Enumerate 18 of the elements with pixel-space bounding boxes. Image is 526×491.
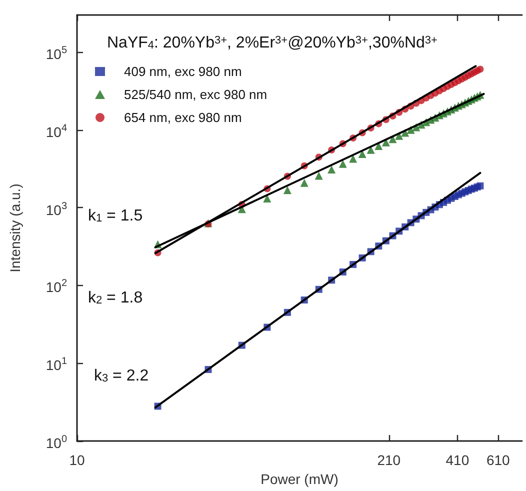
y-axis-title: Intensity (a.u.) <box>7 184 23 272</box>
y-tick-label: 10$^{1}$ <box>46 356 67 376</box>
x-tick-label: 210 <box>377 452 401 468</box>
y-tick-label: 10$^{2}$ <box>46 278 67 298</box>
annotation: k1 = 1.5 <box>88 208 143 224</box>
legend-label: 654 nm, exc 980 nm <box>124 110 242 125</box>
x-axis-title: Power (mW) <box>260 470 338 487</box>
legend-label: 525/540 nm, exc 980 nm <box>124 87 268 102</box>
x-tick-label: 610 <box>486 452 510 468</box>
annotation: k3 = 2.2 <box>94 368 149 384</box>
x-tick-label: 410 <box>446 452 470 468</box>
y-tick-label: 10$^{5}$ <box>46 45 67 64</box>
legend-label: 409 nm, exc 980 nm <box>124 64 242 79</box>
y-tick-label: 10$^{4}$ <box>46 122 67 142</box>
annotation: k2 = 1.8 <box>88 290 143 306</box>
x-tick-label: 10 <box>69 452 85 468</box>
y-tick-label: 10$^{3}$ <box>46 200 67 220</box>
y-tick-label: 10$^{0}$ <box>46 434 67 453</box>
